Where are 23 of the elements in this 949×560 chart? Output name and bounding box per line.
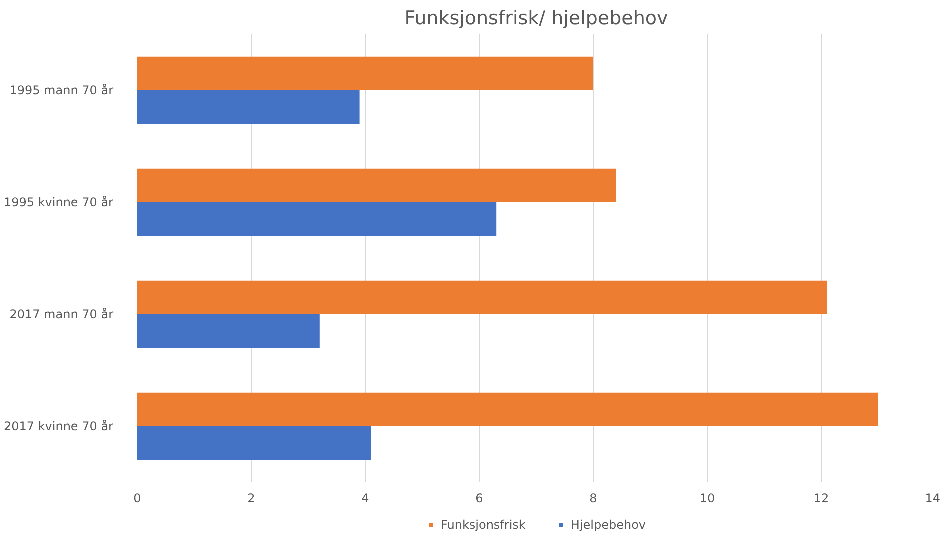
y-tick-label: 2017 kvinne 70 år bbox=[4, 420, 114, 434]
legend-label: Hjelpebehov bbox=[570, 518, 646, 532]
x-tick-label: 14 bbox=[925, 492, 941, 506]
y-tick-label: 1995 mann 70 år bbox=[10, 84, 114, 98]
bar bbox=[138, 392, 878, 426]
bar bbox=[138, 314, 320, 348]
legend-label: Funksjonsfrisk bbox=[440, 518, 526, 532]
y-tick-label: 2017 mann 70 år bbox=[10, 308, 114, 322]
bar bbox=[138, 426, 372, 460]
x-tick-label: 4 bbox=[362, 492, 370, 506]
bar bbox=[138, 90, 360, 124]
bar bbox=[138, 56, 594, 90]
x-tick-label: 0 bbox=[134, 492, 142, 506]
bar bbox=[138, 168, 616, 202]
y-tick-label: 1995 kvinne 70 år bbox=[4, 196, 114, 210]
bar bbox=[138, 280, 828, 314]
x-tick-label: 8 bbox=[590, 492, 598, 506]
bar bbox=[138, 202, 497, 236]
x-tick-label: 10 bbox=[700, 492, 716, 506]
x-tick-label: 2 bbox=[248, 492, 256, 506]
x-tick-label: 6 bbox=[476, 492, 484, 506]
x-tick-label: 12 bbox=[814, 492, 830, 506]
chart-title: Funksjonsfrisk/ hjelpebehov bbox=[404, 8, 668, 30]
